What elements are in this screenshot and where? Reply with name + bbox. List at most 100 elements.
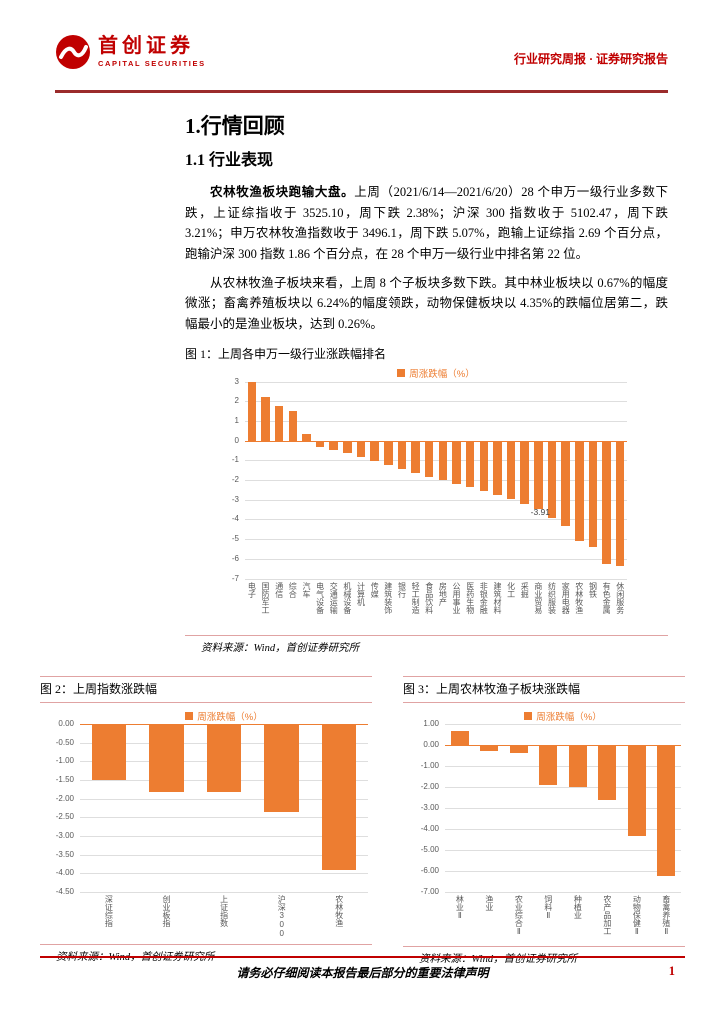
x-axis-label: 林业Ⅱ (455, 895, 465, 920)
plot-area: 0.00 -0.50 -1.00 -1.50 -2.00 -2.50 -3.00 -3.50 -… (56, 719, 368, 938)
x-axis-label: 农产品加工 (602, 895, 612, 935)
y-axis-tick-label: -7.00 (420, 887, 439, 896)
y-axis-tick-label: 2 (234, 396, 239, 406)
gridline (245, 558, 627, 560)
bar (370, 440, 379, 462)
x-axis-label-cell: 电气设备 (313, 582, 327, 632)
bar (438, 440, 448, 481)
gridline (80, 798, 368, 800)
bar (315, 440, 325, 447)
x-axis-label: 畜禽养殖Ⅱ (661, 895, 671, 936)
x-axis-label-cell: 农林牧渔 (572, 582, 586, 632)
figure1-divider (185, 634, 668, 636)
y-axis-tick-label: -7 (231, 573, 239, 583)
x-axis-label: 农业综合Ⅱ (514, 895, 524, 936)
y-axis-tick-label: -2 (231, 475, 239, 485)
x-axis-label: 机械设备 (342, 581, 352, 614)
bar (627, 745, 646, 837)
y-axis-tick-label: -1.50 (55, 775, 74, 784)
x-axis-label: 饲料Ⅱ (543, 895, 553, 920)
x-axis-label: 综合 (288, 581, 298, 598)
logo-text: 首创证券 CAPITAL SECURITIES (98, 36, 206, 68)
bar (509, 745, 528, 754)
x-axis-label-cell: 农产品加工 (593, 895, 623, 943)
x-axis-label: 纺织服装 (547, 581, 557, 614)
x-axis-label: 农林牧渔 (574, 581, 584, 614)
plot-area: 3 2 1 0 -1 -2 -3 -4 -5 -6 -7 电子 国防军工 通信 综合 汽车 电气设备 交通运输 机械… (232, 377, 627, 614)
bar (539, 745, 558, 785)
y-axis-tick-label: -5.00 (420, 845, 439, 854)
gridline (80, 892, 368, 893)
x-axis-label-cell: 非银金融 (477, 582, 491, 632)
legend-label: 周涨跌幅（%） (409, 369, 475, 381)
bar (561, 440, 570, 527)
gridline (445, 787, 681, 788)
gridline (245, 420, 627, 422)
gridline (245, 519, 627, 521)
x-axis-label-cell: 采掘 (518, 582, 532, 632)
x-axis-label: 汽车 (301, 581, 311, 598)
y-axis-tick-label: -2.00 (420, 782, 439, 791)
gridline (80, 854, 368, 856)
x-axis-label: 上证指数 (219, 895, 229, 927)
x-axis-label: 通信 (274, 581, 284, 598)
x-axis-label: 深证综指 (104, 895, 114, 927)
y-axis-tick-label: -2.00 (55, 793, 74, 803)
x-axis-label-cell: 饲料Ⅱ (534, 895, 564, 943)
legend-label: 周涨跌幅（%） (536, 711, 602, 723)
y-axis-tick-label: 0 (234, 435, 239, 445)
x-axis-label-cell: 汽车 (300, 582, 314, 632)
gridline (245, 381, 627, 383)
x-axis-label-cell: 银行 (395, 582, 409, 632)
y-axis-tick-label: -2.50 (55, 812, 74, 822)
x-axis-label: 公用事业 (451, 581, 461, 614)
figure3-divider (403, 946, 685, 947)
x-axis-label-cell: 林业Ⅱ (445, 895, 475, 943)
x-axis-label-cell: 家用电器 (559, 582, 573, 632)
gridline (445, 829, 681, 830)
x-axis-label: 交通运输 (329, 581, 339, 614)
zero-axis-line (445, 745, 681, 746)
x-axis-label: 银行 (397, 581, 407, 598)
x-axis-label: 电气设备 (315, 581, 325, 614)
x-axis-label: 非银金融 (479, 581, 489, 614)
x-axis-label: 计算机 (356, 581, 366, 606)
bar (288, 411, 297, 441)
gridline (245, 499, 627, 501)
x-axis-label: 房地产 (438, 581, 448, 606)
zero-axis-line (245, 440, 627, 442)
x-axis-label: 化工 (506, 581, 516, 598)
y-axis-tick-label: -3.00 (55, 831, 74, 840)
legend-swatch-icon (397, 369, 406, 378)
bar (657, 745, 676, 876)
x-axis-label-cell: 有色金属 (600, 582, 614, 632)
x-axis-label: 传媒 (370, 581, 380, 598)
x-axis-label-cell: 农林牧渔 (310, 895, 368, 941)
bar (424, 440, 434, 477)
report-type-label: 行业研究周报 · 证券研究报告 (513, 52, 668, 66)
page-header: 首创证券 CAPITAL SECURITIES 行业研究周报 · 证券研究报告 (55, 34, 668, 70)
bar (397, 440, 407, 469)
x-axis-label-cell: 动物保健Ⅱ (622, 895, 652, 943)
x-axis-label-cell: 深证综指 (80, 895, 138, 941)
x-axis-label-cell: 房地产 (436, 582, 450, 632)
bar (575, 440, 584, 541)
x-axis-label: 国防军工 (260, 581, 270, 614)
x-axis-label: 商业贸易 (533, 581, 543, 614)
bar (598, 745, 617, 800)
y-axis-tick-label: -1.00 (55, 756, 74, 766)
bar (479, 440, 488, 491)
y-axis-tick-label: 0.00 (423, 740, 439, 749)
x-axis-label-cell: 农业综合Ⅱ (504, 895, 534, 943)
paragraph-1-lead: 农林牧渔板块跑输大盘。 (210, 185, 355, 200)
header-divider (55, 90, 668, 93)
x-axis-label-cell: 国防军工 (259, 582, 273, 632)
gridline (80, 836, 368, 837)
plot-area: 1.00 0.00 -1.00 -2.00 -3.00 -4.00 -5.00 -6.00 -7… (421, 719, 681, 936)
company-logo: 首创证券 CAPITAL SECURITIES (55, 34, 206, 70)
y-axis-tick-label: 3 (234, 376, 239, 386)
x-axis-label-cell: 食品饮料 (422, 582, 436, 632)
x-axis-label: 动物保健Ⅱ (632, 895, 642, 936)
bar (206, 724, 242, 792)
figure1-chart: 周涨跌幅（%） 3 2 1 0 -1 -2 -3 -4 -5 -6 -7 电子 国防军工 通信 综合 汽车 电气设… (185, 367, 668, 633)
